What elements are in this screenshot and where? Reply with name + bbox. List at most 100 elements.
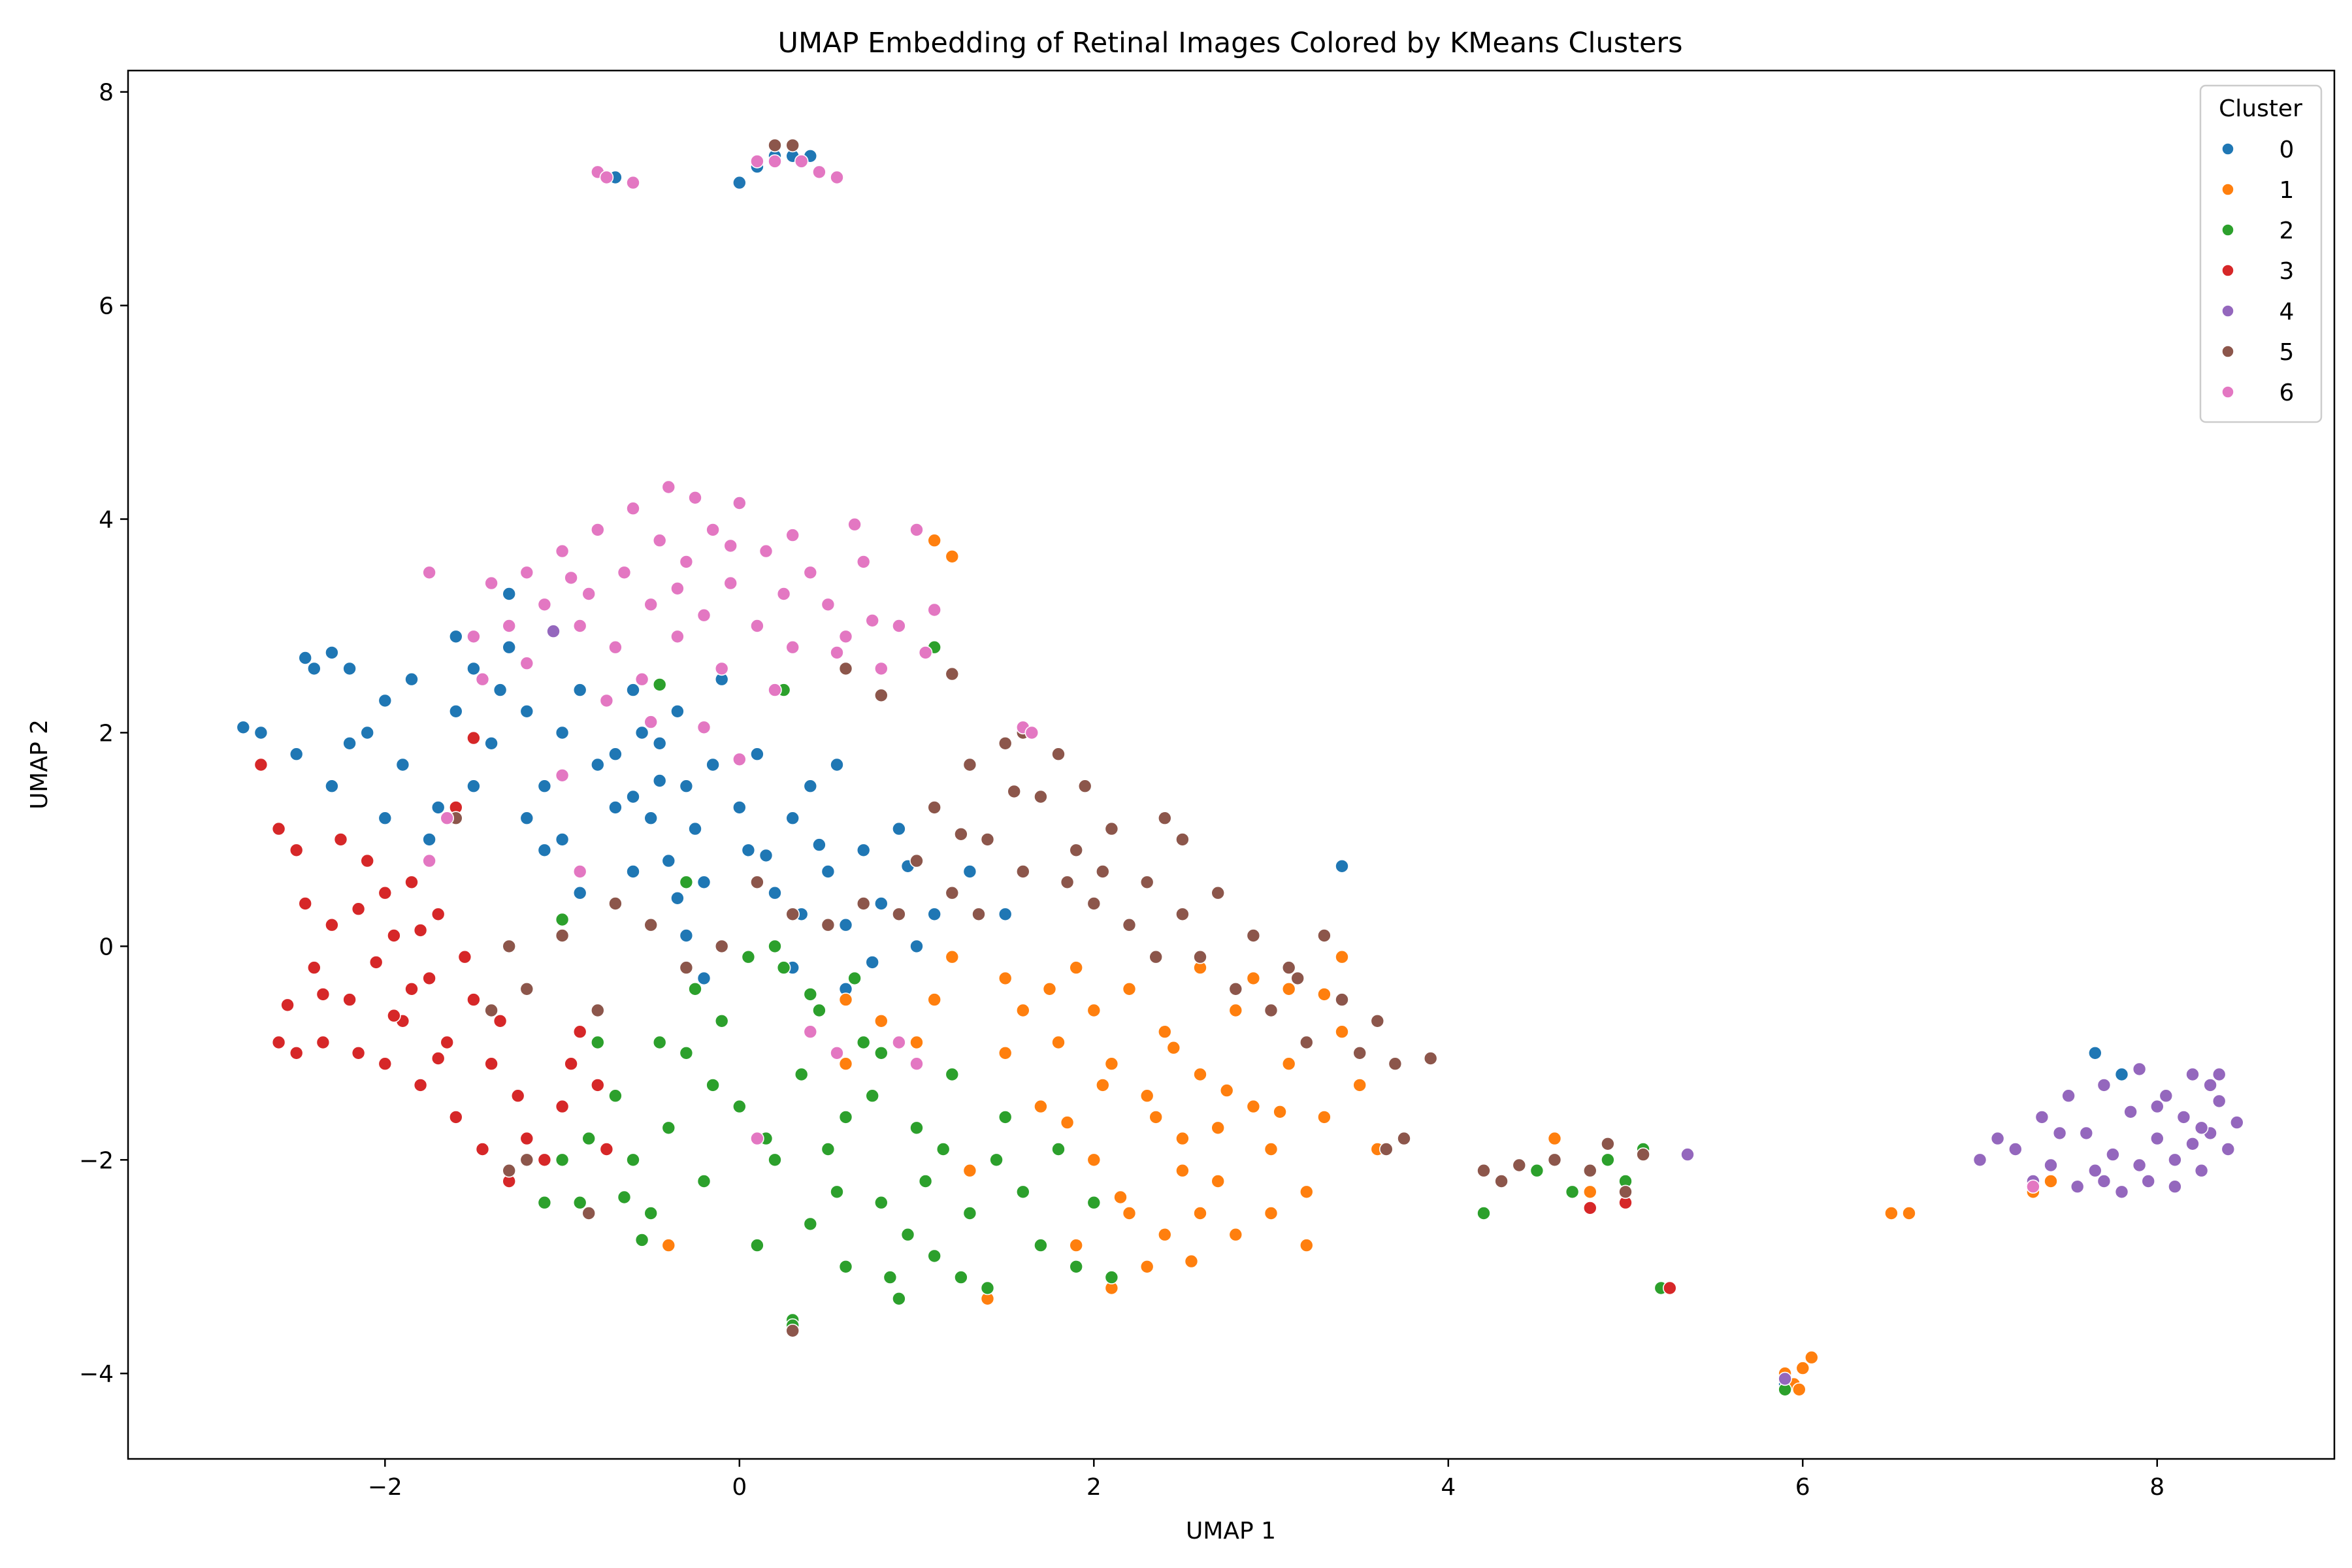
scatter-point-cluster-6 — [644, 715, 659, 729]
scatter-point-cluster-6 — [590, 523, 605, 537]
scatter-point-cluster-2 — [1034, 1238, 1048, 1252]
scatter-point-cluster-2 — [1069, 1260, 1083, 1274]
legend-label-cluster-3: 3 — [2279, 258, 2295, 285]
scatter-point-cluster-0 — [652, 736, 667, 751]
scatter-point-cluster-1 — [1096, 1078, 1110, 1092]
scatter-point-cluster-6 — [679, 555, 694, 569]
scatter-point-cluster-2 — [1529, 1163, 1544, 1178]
scatter-point-cluster-6 — [484, 576, 498, 591]
scatter-point-cluster-2 — [830, 1184, 844, 1200]
scatter-point-cluster-6 — [502, 619, 517, 633]
scatter-point-cluster-6 — [812, 165, 826, 180]
scatter-point-cluster-2 — [732, 1099, 747, 1114]
scatter-point-cluster-5 — [1370, 1014, 1385, 1028]
scatter-point-cluster-3 — [1663, 1281, 1677, 1296]
scatter-point-cluster-1 — [1060, 1115, 1075, 1130]
scatter-point-cluster-4 — [2097, 1174, 2112, 1188]
scatter-point-cluster-1 — [1352, 1078, 1367, 1092]
legend-label-cluster-6: 6 — [2279, 380, 2295, 406]
scatter-point-cluster-4 — [2230, 1115, 2244, 1130]
scatter-point-cluster-1 — [1016, 1003, 1030, 1018]
scatter-point-cluster-2 — [1477, 1206, 1491, 1220]
scatter-point-cluster-1 — [998, 1046, 1013, 1060]
scatter-point-cluster-2 — [989, 1152, 1004, 1168]
scatter-point-cluster-5 — [519, 1152, 534, 1168]
scatter-point-cluster-5 — [874, 688, 889, 703]
scatter-point-cluster-4 — [2070, 1179, 2085, 1194]
scatter-point-cluster-5 — [1281, 960, 1296, 975]
scatter-point-cluster-5 — [1601, 1137, 1615, 1151]
scatter-point-cluster-1 — [998, 971, 1013, 986]
scatter-point-cluster-3 — [484, 1056, 498, 1071]
scatter-point-cluster-6 — [874, 661, 889, 676]
legend: Cluster 0 1 2 3 4 5 6 — [2199, 84, 2323, 423]
scatter-point-cluster-5 — [1007, 784, 1021, 799]
scatter-point-cluster-1 — [1166, 1040, 1181, 1055]
y-tick-label: 2 — [99, 720, 114, 747]
scatter-point-cluster-3 — [1583, 1201, 1597, 1215]
scatter-point-cluster-0 — [696, 875, 711, 890]
scatter-point-cluster-2 — [679, 1046, 694, 1060]
scatter-point-cluster-2 — [954, 1270, 968, 1284]
scatter-point-cluster-3 — [333, 832, 348, 847]
scatter-point-cluster-0 — [892, 821, 906, 836]
scatter-point-cluster-6 — [865, 613, 879, 628]
scatter-point-cluster-6 — [750, 619, 764, 633]
scatter-point-cluster-5 — [1096, 864, 1110, 879]
scatter-point-cluster-1 — [1299, 1238, 1314, 1252]
legend-marker-cluster-5 — [2221, 345, 2234, 358]
scatter-point-cluster-5 — [1069, 843, 1083, 858]
scatter-point-cluster-2 — [555, 912, 570, 927]
scatter-point-cluster-2 — [572, 1195, 587, 1210]
scatter-point-cluster-6 — [803, 565, 818, 580]
scatter-point-cluster-6 — [794, 154, 809, 169]
scatter-point-cluster-4 — [2044, 1158, 2058, 1173]
legend-label-cluster-5: 5 — [2279, 339, 2295, 366]
scatter-point-cluster-6 — [652, 533, 667, 548]
scatter-point-cluster-6 — [696, 720, 711, 735]
scatter-point-cluster-6 — [422, 853, 436, 868]
scatter-point-cluster-4 — [2114, 1184, 2129, 1200]
scatter-point-cluster-1 — [927, 533, 941, 548]
scatter-point-cluster-0 — [626, 683, 640, 697]
scatter-point-cluster-0 — [679, 928, 694, 943]
scatter-point-cluster-3 — [466, 992, 481, 1007]
scatter-point-cluster-5 — [1077, 779, 1092, 793]
y-tick-label: 8 — [99, 80, 114, 106]
scatter-point-cluster-6 — [732, 496, 747, 510]
scatter-point-cluster-6 — [626, 501, 640, 516]
scatter-point-cluster-3 — [280, 998, 295, 1013]
scatter-point-cluster-5 — [590, 1003, 605, 1018]
scatter-point-cluster-3 — [572, 1024, 587, 1039]
scatter-point-cluster-0 — [634, 725, 649, 740]
legend-marker-cluster-3 — [2221, 264, 2234, 277]
scatter-point-cluster-6 — [723, 538, 738, 553]
scatter-point-cluster-5 — [1636, 1147, 1650, 1162]
scatter-point-cluster-0 — [998, 907, 1013, 922]
scatter-point-cluster-4 — [2088, 1163, 2102, 1178]
scatter-point-cluster-0 — [306, 661, 321, 676]
scatter-point-cluster-0 — [962, 864, 977, 879]
scatter-point-cluster-5 — [484, 1003, 498, 1018]
scatter-point-cluster-5 — [1494, 1174, 1509, 1188]
scatter-point-cluster-5 — [1175, 832, 1190, 847]
scatter-point-cluster-1 — [1042, 982, 1057, 996]
scatter-point-cluster-5 — [954, 827, 968, 841]
scatter-point-cluster-1 — [874, 1014, 889, 1028]
scatter-point-cluster-2 — [750, 1238, 764, 1252]
x-axis-label: UMAP 1 — [1186, 1518, 1276, 1544]
scatter-point-cluster-5 — [1139, 875, 1154, 890]
scatter-point-cluster-0 — [590, 757, 605, 772]
scatter-point-cluster-4 — [2008, 1142, 2023, 1156]
scatter-point-cluster-3 — [564, 1056, 578, 1071]
scatter-point-cluster-2 — [998, 1110, 1013, 1124]
scatter-point-cluster-6 — [723, 576, 738, 591]
scatter-point-cluster-1 — [962, 1163, 977, 1178]
scatter-point-cluster-5 — [1193, 949, 1207, 964]
scatter-point-cluster-2 — [838, 1260, 853, 1274]
scatter-point-cluster-0 — [395, 757, 410, 772]
scatter-point-cluster-5 — [555, 928, 570, 943]
scatter-point-cluster-5 — [1158, 811, 1172, 825]
scatter-point-cluster-6 — [661, 480, 676, 495]
